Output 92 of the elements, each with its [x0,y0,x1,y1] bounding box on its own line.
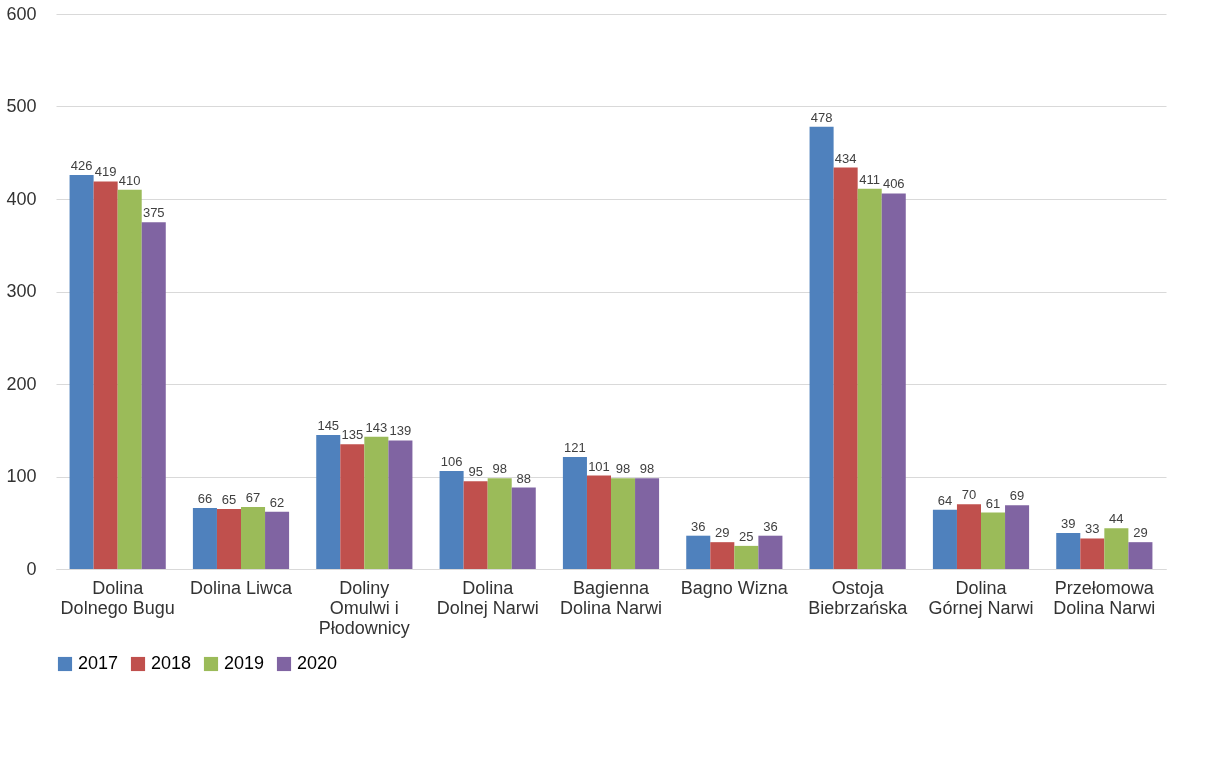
bar [216,508,241,569]
data-label: 135 [341,427,364,443]
bar [340,444,365,569]
data-label: 375 [142,205,165,221]
data-label: 33 [1085,521,1100,537]
bar [241,507,266,569]
data-label: 419 [94,164,117,180]
bar [1128,542,1153,569]
bar [1080,538,1105,569]
data-label: 29 [1133,525,1148,541]
bar [439,470,464,569]
legend-label: 2017 [78,653,119,673]
data-label: 426 [70,157,93,173]
bar [734,545,759,569]
data-label: 65 [221,491,237,507]
data-label: 88 [516,470,531,486]
x-tick-label: Dolina Liwca [189,577,294,598]
data-label: 98 [639,461,655,477]
x-tick-label: Bagienna Dolina Narwi [559,577,663,618]
bar [1005,505,1030,569]
bar [833,167,858,569]
x-tick-label: Dolina Dolnego Bugu [60,577,175,618]
data-label: 478 [810,109,833,125]
bar [956,504,981,569]
x-tick-label: Doliny Omulwi i Płodownicy [318,577,410,638]
bar [758,535,783,569]
bar [388,440,413,569]
legend-label: 2018 [151,653,192,673]
bar [635,478,660,569]
data-label: 69 [1009,488,1025,504]
data-label: 61 [985,495,1001,511]
bar [1056,532,1081,569]
bar [487,478,512,569]
data-label: 410 [118,172,141,188]
bar [932,509,957,569]
data-label: 101 [588,458,610,474]
data-label: 411 [859,171,881,187]
bar [364,436,389,569]
x-tick-label: Bagno Wizna [680,577,789,598]
y-tick-label: 600 [6,3,37,24]
data-label: 145 [317,417,340,433]
data-label: 143 [365,419,388,435]
data-label: 98 [492,461,507,477]
data-label: 70 [961,487,977,503]
bar [511,487,536,569]
bar [686,535,711,569]
data-label: 121 [564,440,586,456]
data-label: 29 [715,525,730,541]
bar [710,542,735,569]
bar [881,193,906,569]
legend-label: 2019 [224,653,265,673]
bar [809,126,834,569]
data-label: 67 [245,490,261,506]
bar [611,478,636,569]
x-tick-label: Dolina Dolnej Narwi [436,577,539,618]
bar [117,189,142,569]
bar [586,475,611,569]
data-label: 95 [468,464,483,480]
data-label: 406 [882,176,905,192]
bar [69,174,94,569]
bar [141,222,166,569]
data-label: 66 [197,490,213,506]
data-label: 36 [691,518,706,534]
bar [1104,528,1129,569]
y-tick-label: 400 [6,188,37,209]
bar [463,481,488,569]
bar [562,457,587,569]
y-tick-label: 0 [26,558,37,579]
y-tick-label: 300 [6,281,37,301]
data-label: 139 [389,423,412,439]
bar [316,434,341,569]
y-tick-label: 200 [6,373,37,394]
y-tick-label: 100 [6,466,37,486]
data-label: 62 [269,494,285,510]
data-label: 106 [440,453,463,469]
data-label: 64 [937,492,953,508]
data-label: 36 [763,518,778,534]
y-tick-label: 500 [6,96,37,116]
x-tick-label: Przełomowa Dolina Narwi [1053,577,1156,618]
bar [93,181,118,569]
x-tick-label: Ostoja Biebrzańska [808,577,909,618]
bar [857,188,882,569]
data-label: 44 [1109,511,1124,527]
x-tick-label: Dolina Górnej Narwi [928,577,1034,618]
bar [265,511,290,569]
data-label: 434 [834,150,857,166]
data-label: 98 [615,461,631,477]
legend-label: 2020 [297,653,338,673]
data-label: 25 [739,528,754,544]
data-label: 39 [1061,515,1076,531]
bar [981,512,1006,569]
bar [192,507,217,569]
